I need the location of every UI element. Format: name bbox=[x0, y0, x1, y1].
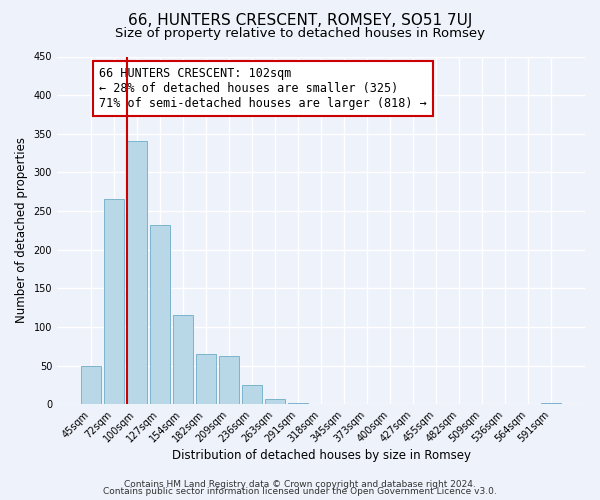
Bar bbox=[150, 225, 170, 404]
Bar bbox=[265, 399, 285, 404]
Bar bbox=[541, 402, 561, 404]
Bar bbox=[242, 385, 262, 404]
Text: Contains public sector information licensed under the Open Government Licence v3: Contains public sector information licen… bbox=[103, 487, 497, 496]
X-axis label: Distribution of detached houses by size in Romsey: Distribution of detached houses by size … bbox=[172, 450, 470, 462]
Text: 66, HUNTERS CRESCENT, ROMSEY, SO51 7UJ: 66, HUNTERS CRESCENT, ROMSEY, SO51 7UJ bbox=[128, 12, 472, 28]
Bar bbox=[173, 316, 193, 404]
Bar bbox=[219, 356, 239, 404]
Bar bbox=[196, 354, 216, 404]
Bar bbox=[127, 142, 146, 404]
Text: Size of property relative to detached houses in Romsey: Size of property relative to detached ho… bbox=[115, 28, 485, 40]
Bar bbox=[288, 402, 308, 404]
Y-axis label: Number of detached properties: Number of detached properties bbox=[15, 138, 28, 324]
Bar bbox=[104, 200, 124, 404]
Text: Contains HM Land Registry data © Crown copyright and database right 2024.: Contains HM Land Registry data © Crown c… bbox=[124, 480, 476, 489]
Text: 66 HUNTERS CRESCENT: 102sqm
← 28% of detached houses are smaller (325)
71% of se: 66 HUNTERS CRESCENT: 102sqm ← 28% of det… bbox=[99, 67, 427, 110]
Bar bbox=[81, 366, 101, 404]
